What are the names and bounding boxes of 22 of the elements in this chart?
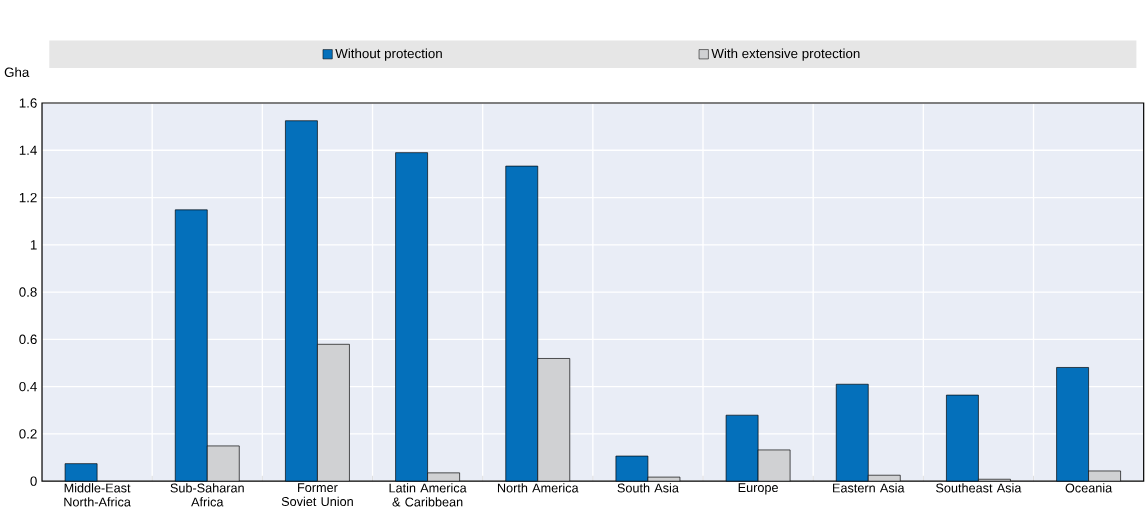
y-tick-label: 0.8	[19, 287, 37, 297]
x-tick-label: Latin America & Caribbean	[389, 483, 467, 507]
y-tick-label: 1.4	[19, 145, 37, 155]
y-tick-label: 1.6	[19, 98, 37, 108]
x-tick-label: Eastern Asia	[833, 483, 905, 493]
y-tick-label: 1	[30, 240, 37, 250]
x-tick-label: Oceania	[1065, 483, 1113, 493]
x-tick-label: Former Soviet Union	[281, 483, 353, 506]
y-tick-label: 1.2	[19, 192, 37, 203]
legend-label: Without protection	[335, 48, 442, 61]
y-tick-label: 0.2	[19, 429, 37, 439]
y-axis-title: Gha	[4, 67, 30, 77]
legend-label: With extensive protection	[711, 48, 860, 61]
x-tick-label: Sub-Saharan Africa	[170, 483, 244, 507]
x-tick-label: South Asia	[617, 483, 679, 493]
y-tick-label: 0	[30, 476, 37, 486]
x-tick-label: North America	[497, 483, 579, 493]
y-tick-label: 0.4	[19, 381, 37, 392]
x-tick-label: Southeast Asia	[936, 483, 1022, 493]
x-tick-label: Middle-East North-Africa	[64, 483, 131, 507]
x-tick-label: Europe	[738, 483, 778, 495]
y-tick-label: 0.6	[19, 334, 37, 344]
